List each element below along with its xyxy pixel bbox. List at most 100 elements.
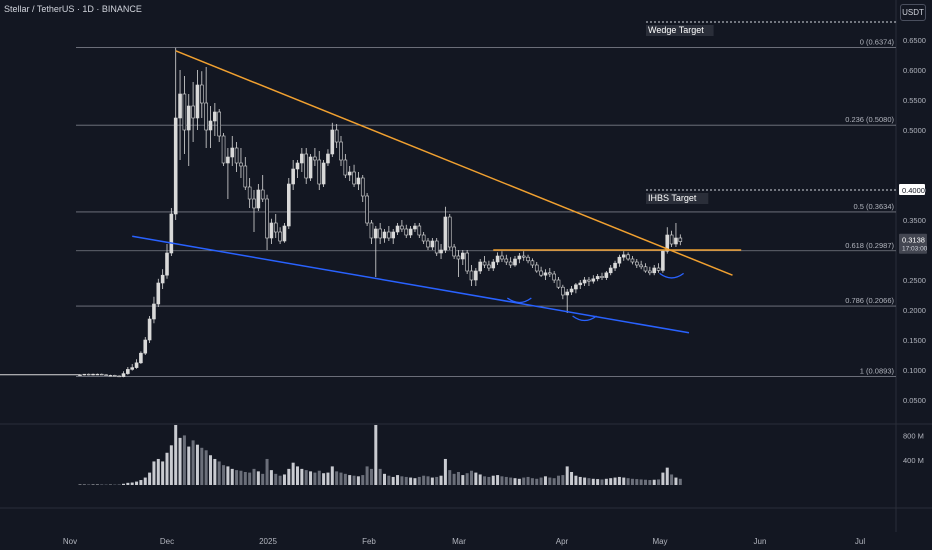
volume-bar <box>500 476 504 485</box>
volume-bar <box>369 468 373 485</box>
volume-bars <box>78 425 682 485</box>
candle-body <box>639 264 643 268</box>
candle-body <box>456 255 461 260</box>
candle-body <box>234 147 239 164</box>
candle-body <box>343 159 348 176</box>
volume-bar <box>261 473 265 485</box>
candle-body <box>347 171 352 176</box>
time-tick-label: May <box>652 537 667 546</box>
volume-bar <box>587 478 591 485</box>
volume-bar <box>278 475 282 485</box>
volume-bar <box>309 471 313 485</box>
candle-body <box>565 291 570 296</box>
candle-body <box>117 375 121 378</box>
candle-body <box>517 255 522 260</box>
candle-body <box>630 258 635 263</box>
volume-bar <box>174 425 178 485</box>
candle-body <box>291 168 295 185</box>
volume-bar <box>317 470 321 485</box>
volume-bar <box>291 462 295 485</box>
candle-body <box>426 240 430 248</box>
volume-bar <box>139 480 143 485</box>
volume-bar <box>526 476 530 485</box>
volume-bar <box>670 474 674 485</box>
volume-bar <box>478 474 482 485</box>
volume-bar <box>404 476 408 485</box>
fib-level-label: 0 (0.6374) <box>860 38 895 47</box>
candle-body <box>521 255 526 258</box>
volume-bar <box>387 475 391 485</box>
candle-body <box>430 240 435 248</box>
time-tick-label: Jul <box>855 537 865 546</box>
candle-body <box>504 258 509 263</box>
volume-bar <box>613 477 617 485</box>
candle-body <box>391 231 396 239</box>
volume-bar <box>591 478 595 485</box>
currency-selector[interactable]: USDT <box>900 4 926 21</box>
volume-bar <box>156 458 160 485</box>
price-tick-label: 0.2500 <box>903 276 926 285</box>
candle-body <box>143 339 148 354</box>
volume-bar <box>195 444 199 485</box>
time-tick-label: Apr <box>556 537 569 546</box>
candle-body <box>373 228 378 239</box>
candle-body <box>674 237 678 245</box>
volume-bar <box>548 477 552 485</box>
candle-body <box>478 261 483 272</box>
volume-bar <box>230 468 234 485</box>
volume-bar <box>439 475 443 485</box>
candle-body <box>539 270 543 276</box>
candle-body <box>474 270 478 281</box>
volume-bar <box>426 476 430 485</box>
volume-bar <box>630 478 634 485</box>
candle-body <box>95 373 100 376</box>
volume-bar <box>413 478 417 485</box>
candle-body <box>439 249 443 254</box>
fib-level-label: 0.786 (0.2066) <box>845 296 894 305</box>
volume-bar <box>265 458 269 485</box>
volume-bar <box>409 477 413 485</box>
volume-bar <box>209 455 212 485</box>
volume-bar <box>622 477 626 485</box>
volume-bar <box>87 484 91 485</box>
volume-bar <box>378 468 382 485</box>
candle-body <box>452 246 456 257</box>
current-price-label: 0.3138 <box>902 236 925 245</box>
volume-bar <box>596 479 600 485</box>
candle-body <box>434 240 439 254</box>
time-tick-label: 2025 <box>259 537 277 546</box>
candle-body <box>421 234 426 242</box>
candle-body <box>99 373 104 376</box>
volume-bar <box>491 475 495 485</box>
volume-bar <box>417 476 421 485</box>
candle-body <box>113 375 117 377</box>
price-tick-label: 0.1000 <box>903 366 926 375</box>
volume-bar <box>252 468 256 485</box>
fib-level-label: 0.5 (0.3634) <box>854 202 895 211</box>
candle-body <box>182 93 187 131</box>
volume-bar <box>665 467 669 485</box>
candle-body <box>356 177 361 185</box>
candle-body <box>217 111 221 137</box>
candle-body <box>213 111 217 122</box>
volume-bar <box>600 479 604 485</box>
time-tick-label: Dec <box>160 537 174 546</box>
volume-bar <box>552 478 556 485</box>
target-label-bg <box>646 25 714 36</box>
candle-body <box>582 279 587 284</box>
candle-body <box>508 261 513 266</box>
volume-bar <box>217 461 221 485</box>
volume-bar <box>122 483 125 485</box>
volume-bar <box>483 476 487 485</box>
volume-bar <box>161 461 165 485</box>
volume-bar <box>626 478 630 485</box>
candle-body <box>578 282 583 286</box>
candle-body <box>613 262 617 269</box>
candle-body <box>308 156 313 179</box>
candle-body <box>121 373 126 377</box>
price-tick-label: 0.2000 <box>903 306 926 315</box>
volume-bar <box>565 466 569 485</box>
candle-body <box>300 153 304 164</box>
time-tick-label: Jun <box>754 537 767 546</box>
